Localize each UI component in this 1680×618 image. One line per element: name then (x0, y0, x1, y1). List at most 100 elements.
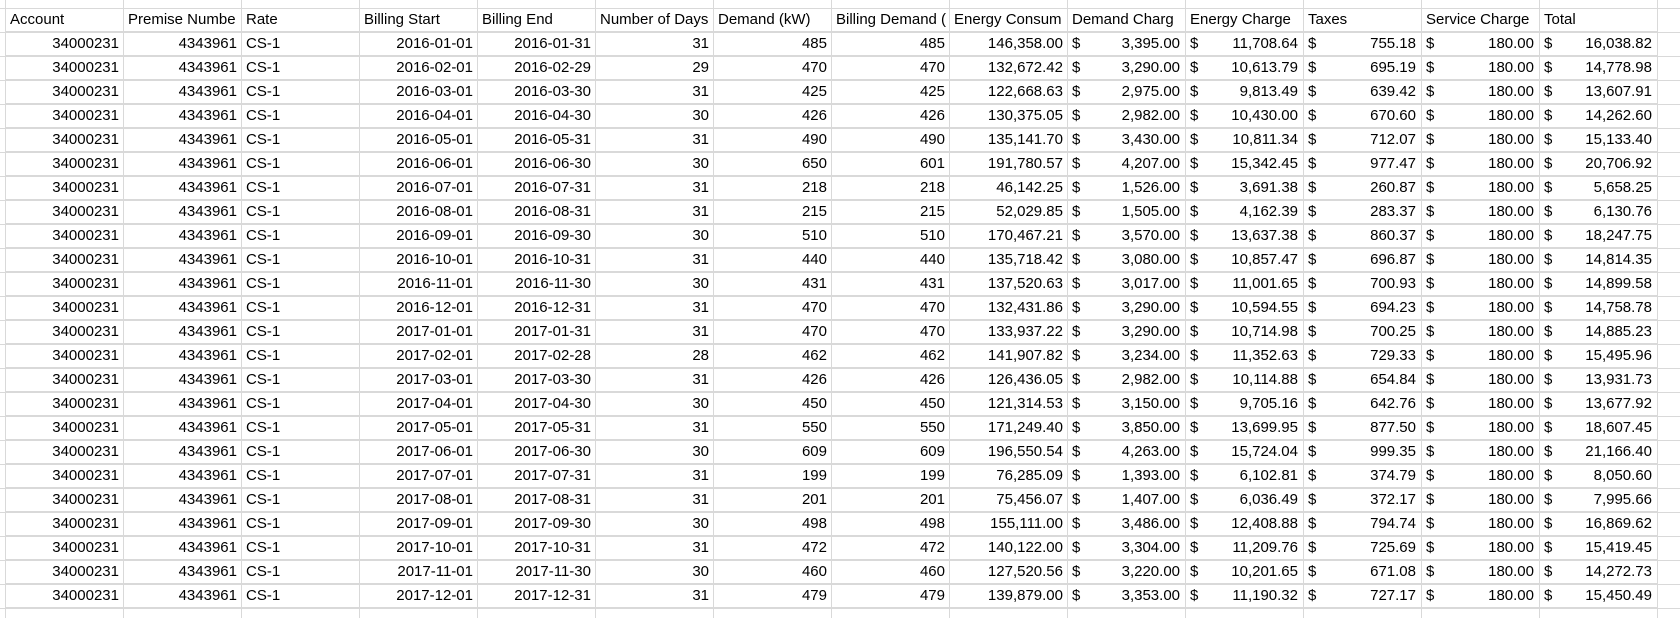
cell: 34000231 (6, 416, 124, 440)
cell: 2017-07-31 (478, 464, 596, 488)
cell: 2017-12-31 (478, 584, 596, 608)
cell: 2017-02-01 (360, 344, 478, 368)
currency-cell: $11,708.64 (1186, 32, 1304, 56)
cell: 472 (832, 536, 950, 560)
currency-cell: $180.00 (1422, 152, 1540, 176)
cell: 31 (596, 32, 714, 56)
cell-value: 1,505.00 (1121, 203, 1180, 220)
cell: 470 (714, 296, 832, 320)
currency-symbol: $ (1426, 131, 1435, 148)
cell: 609 (832, 440, 950, 464)
cell: CS-1 (242, 32, 360, 56)
currency-cell: $11,190.32 (1186, 584, 1304, 608)
cell: 30 (596, 152, 714, 176)
currency-symbol: $ (1072, 203, 1081, 220)
cell-value: 3,290.00 (1121, 299, 1180, 316)
currency-cell: $18,247.75 (1540, 224, 1658, 248)
currency-symbol: $ (1308, 299, 1317, 316)
cell: 2017-04-30 (478, 392, 596, 416)
currency-symbol: $ (1190, 467, 1199, 484)
currency-cell: $999.35 (1304, 440, 1422, 464)
cell: 30 (596, 392, 714, 416)
currency-symbol: $ (1308, 251, 1317, 268)
cell: 34000231 (6, 560, 124, 584)
currency-symbol: $ (1308, 539, 1317, 556)
currency-symbol: $ (1190, 59, 1199, 76)
currency-cell: $180.00 (1422, 272, 1540, 296)
cell: 2017-06-01 (360, 440, 478, 464)
cell: 201 (714, 488, 832, 512)
cell: 31 (596, 248, 714, 272)
cell: 2016-01-01 (360, 32, 478, 56)
cell: 510 (832, 224, 950, 248)
cell-value: 10,594.55 (1231, 299, 1298, 316)
cell: 34000231 (6, 392, 124, 416)
currency-cell: $180.00 (1422, 464, 1540, 488)
currency-symbol: $ (1190, 515, 1199, 532)
cell: 4343961 (124, 152, 242, 176)
column-header: Demand (kW) (714, 8, 832, 32)
cell-value: 694.23 (1370, 299, 1416, 316)
cell: 139,879.00 (950, 584, 1068, 608)
currency-cell: $2,982.00 (1068, 104, 1186, 128)
cell: 2017-04-01 (360, 392, 478, 416)
cell-value: 3,486.00 (1121, 515, 1180, 532)
currency-symbol: $ (1426, 347, 1435, 364)
cell: 425 (832, 80, 950, 104)
currency-cell: $283.37 (1304, 200, 1422, 224)
currency-symbol: $ (1426, 563, 1435, 580)
currency-cell: $3,691.38 (1186, 176, 1304, 200)
cell-value: 977.47 (1370, 155, 1416, 172)
cell: 485 (832, 32, 950, 56)
cell: 2017-11-01 (360, 560, 478, 584)
currency-cell: $3,290.00 (1068, 296, 1186, 320)
column-header: Billing Demand ( (832, 8, 950, 32)
currency-cell: $16,038.82 (1540, 32, 1658, 56)
cell: CS-1 (242, 440, 360, 464)
cell-value: 4,263.00 (1121, 443, 1180, 460)
column-header: Energy Charge (1186, 8, 1304, 32)
currency-cell: $6,036.49 (1186, 488, 1304, 512)
cell-value: 180.00 (1488, 107, 1534, 124)
cell: 199 (714, 464, 832, 488)
cell: 2016-08-31 (478, 200, 596, 224)
currency-symbol: $ (1308, 515, 1317, 532)
currency-cell: $15,724.04 (1186, 440, 1304, 464)
cell-value: 180.00 (1488, 203, 1534, 220)
cell: 460 (832, 560, 950, 584)
cell-value: 8,050.60 (1593, 467, 1652, 484)
cell: 155,111.00 (950, 512, 1068, 536)
cell: 30 (596, 104, 714, 128)
cell: CS-1 (242, 56, 360, 80)
cell: 2017-05-01 (360, 416, 478, 440)
cell: 479 (832, 584, 950, 608)
cell: 2017-03-30 (478, 368, 596, 392)
cell: 4343961 (124, 584, 242, 608)
cell: 34000231 (6, 536, 124, 560)
cell: 2017-10-31 (478, 536, 596, 560)
currency-symbol: $ (1426, 491, 1435, 508)
cell-value: 10,430.00 (1231, 107, 1298, 124)
currency-symbol: $ (1308, 203, 1317, 220)
cell-value: 727.17 (1370, 587, 1416, 604)
currency-cell: $180.00 (1422, 320, 1540, 344)
currency-symbol: $ (1308, 227, 1317, 244)
cell-value: 654.84 (1370, 371, 1416, 388)
cell: 426 (714, 368, 832, 392)
cell-value: 13,699.95 (1231, 419, 1298, 436)
cell: 2017-11-30 (478, 560, 596, 584)
cell-value: 642.76 (1370, 395, 1416, 412)
cell: 4343961 (124, 512, 242, 536)
currency-symbol: $ (1190, 155, 1199, 172)
cell: 141,907.82 (950, 344, 1068, 368)
cell: 460 (714, 560, 832, 584)
currency-symbol: $ (1190, 227, 1199, 244)
cell-value: 10,714.98 (1231, 323, 1298, 340)
currency-symbol: $ (1190, 443, 1199, 460)
cell-value: 695.19 (1370, 59, 1416, 76)
cell: 132,672.42 (950, 56, 1068, 80)
currency-symbol: $ (1190, 419, 1199, 436)
cell-value: 180.00 (1488, 83, 1534, 100)
cell-value: 6,036.49 (1239, 491, 1298, 508)
cell: 218 (832, 176, 950, 200)
